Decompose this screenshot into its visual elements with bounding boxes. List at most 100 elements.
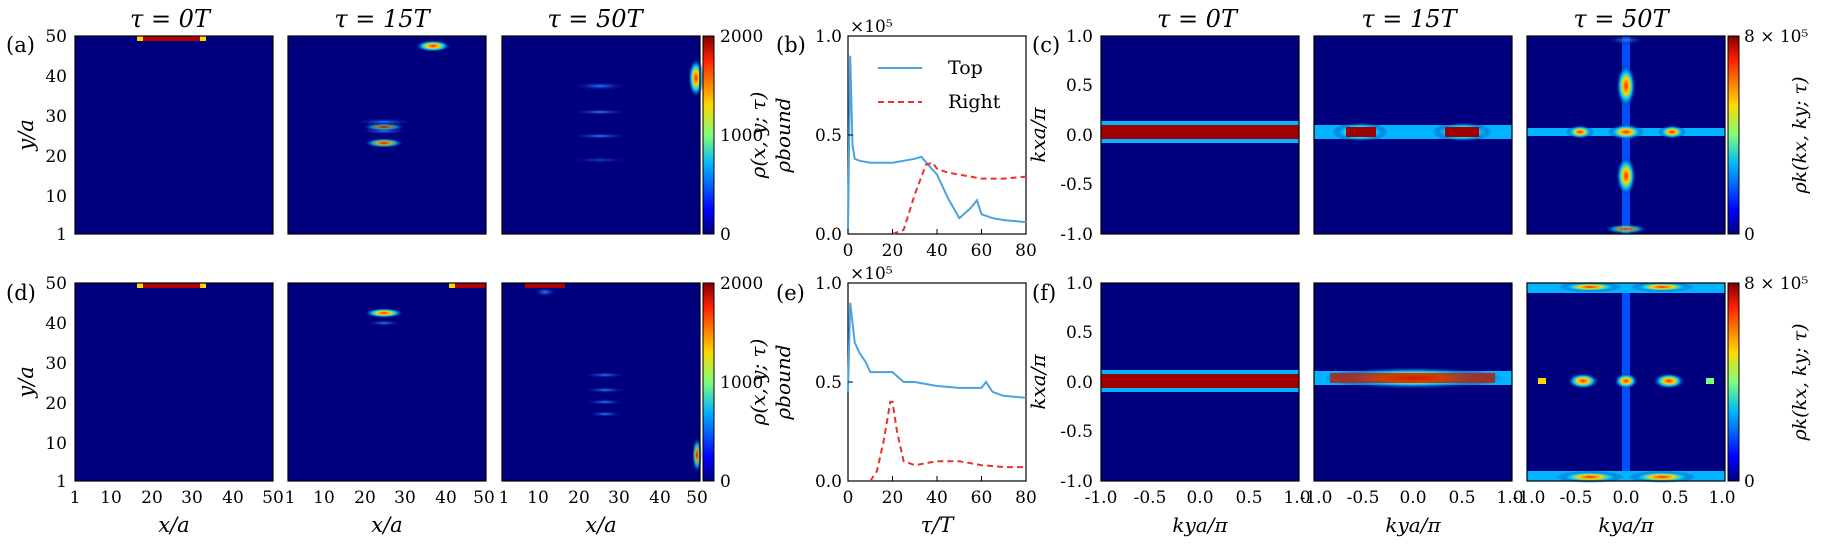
k-x-tick: 1.0	[1283, 488, 1310, 508]
k-space-axes	[1100, 35, 1726, 482]
k-x-tick: -0.5	[1134, 488, 1167, 508]
real-y-tick: 20	[45, 394, 67, 414]
legend-label-right: Right	[948, 91, 1001, 113]
real-y-label-row2: y/a	[14, 366, 38, 398]
real-y-tick: 40	[45, 314, 67, 334]
colorbar-tick: 8 × 10⁵	[1744, 27, 1808, 47]
real-y-tick: 1	[56, 472, 67, 492]
heatmap-d-t15	[288, 283, 486, 481]
real-y-ticks-row2: 50 40 30 20 10 1	[45, 274, 67, 492]
colorbar-tick: 0	[1744, 472, 1755, 492]
real-x-tick: 50	[686, 488, 708, 508]
k-x-tick: 0.5	[1448, 488, 1475, 508]
column-title-1: τ = 15T	[334, 5, 431, 33]
k-x-label: kya/π	[1172, 513, 1228, 537]
k-x-tick: 0.5	[1661, 488, 1688, 508]
real-x-tick: 40	[222, 488, 244, 508]
k-x-tick: -1.0	[1085, 488, 1118, 508]
real-y-tick: 50	[45, 274, 67, 294]
k-x-tick: 0.0	[1612, 488, 1639, 508]
k-x-label: kya/π	[1598, 513, 1654, 537]
x-tick-label: 0	[843, 488, 854, 508]
real-y-label-row1: y/a	[14, 119, 38, 151]
kmap-f-t0	[1101, 283, 1299, 481]
real-y-tick: 30	[45, 107, 67, 127]
real-x-tick: 10	[527, 488, 549, 508]
x-tick-label: 0	[843, 241, 854, 261]
real-x-tick: 40	[649, 488, 671, 508]
legend-label-top: Top	[948, 57, 983, 79]
y-tick-label: 0.5	[815, 126, 842, 146]
real-y-tick: 50	[45, 27, 67, 47]
k-x-tick: -1.0	[1513, 488, 1546, 508]
real-y-tick: 40	[45, 67, 67, 87]
colorbar-k-row2: 8 × 10⁵ 0 ρk(kx, ky; τ)	[1727, 274, 1811, 492]
real-x-tick: 50	[262, 488, 284, 508]
heatmap-a-t50	[502, 36, 704, 234]
k-y-tick: 0.0	[1066, 373, 1093, 393]
series-line-right	[869, 400, 1026, 482]
x-tick-label: 60	[971, 488, 993, 508]
real-x-tick: 30	[181, 488, 203, 508]
column-title-0: τ = 0T	[130, 5, 212, 33]
heatmap-a-t0	[75, 36, 273, 234]
k-y-tick: -1.0	[1060, 472, 1093, 492]
real-y-tick: 30	[45, 354, 67, 374]
k-x-tick: 0.0	[1399, 488, 1426, 508]
k-y-tick: 1.0	[1066, 27, 1093, 47]
panel-label-e: (e)	[776, 281, 805, 305]
real-x-label: x/a	[585, 513, 616, 537]
x-tick-label: 40	[926, 488, 948, 508]
real-x-tick: 20	[354, 488, 376, 508]
column-title-4: τ = 15T	[1361, 5, 1458, 33]
colorbar-real-row1: 2000 1000 0 ρ(x, y; τ)	[702, 27, 770, 245]
colorbar-tick: 2000	[720, 274, 763, 294]
plot-frame	[847, 35, 1027, 235]
colorbar-tick: 0	[1744, 225, 1755, 245]
y-multiplier: ×10⁵	[850, 264, 893, 284]
panel-label-d: (d)	[6, 281, 36, 305]
k-x-tick: -1.0	[1300, 488, 1333, 508]
k-x-label: kya/π	[1385, 513, 1441, 537]
plot-frame	[847, 282, 1027, 482]
x-axis-label: τ/T	[921, 513, 956, 537]
k-y-tick: -1.0	[1060, 225, 1093, 245]
x-tick-label: 20	[882, 488, 904, 508]
colorbar-label: ρ(x, y; τ)	[746, 339, 770, 427]
x-tick-label: 40	[926, 241, 948, 261]
series-line-top	[847, 55, 1027, 231]
colorbar-k-row1: 8 × 10⁵ 0 ρk(kx, ky; τ)	[1727, 27, 1811, 245]
colorbar-tick: 0	[720, 225, 731, 245]
k-x-tick: 1.0	[1496, 488, 1523, 508]
heatmap-d-t50	[502, 283, 702, 481]
real-y-ticks-row1: 50 40 30 20 10 1	[45, 27, 67, 245]
panel-label-c: (c)	[1032, 33, 1060, 57]
real-x-tick: 20	[568, 488, 590, 508]
k-y-tick: -0.5	[1060, 175, 1093, 195]
colorbar-real-row2: 2000 1000 0 ρ(x, y; τ)	[702, 274, 770, 492]
panel-label-a: (a)	[6, 33, 35, 57]
y-axis-label: ρbound	[771, 97, 795, 173]
real-space-axes	[74, 35, 701, 482]
x-tick-label: 60	[971, 241, 993, 261]
series-line-top	[847, 302, 1027, 399]
real-x-tick: 1	[499, 488, 510, 508]
x-tick-label: 80	[1015, 241, 1037, 261]
k-x-tick: -0.5	[1560, 488, 1593, 508]
k-x-tick: 1.0	[1708, 488, 1735, 508]
x-tick-label: 20	[882, 241, 904, 261]
k-y-tick: 1.0	[1066, 274, 1093, 294]
y-tick-label: 0.0	[815, 472, 842, 492]
real-x-tick: 40	[435, 488, 457, 508]
heatmap-a-t15	[288, 36, 486, 234]
column-title-5: τ = 50T	[1573, 5, 1670, 33]
colorbar-label: ρk(kx, ky; τ)	[1789, 76, 1811, 194]
colorbar-label: ρk(kx, ky; τ)	[1789, 323, 1811, 441]
k-x-ticks: -1.0 -0.5 0.0 0.5 1.0 -1.0 -0.5 0.0 0.5 …	[1085, 488, 1736, 508]
kmap-c-t15	[1314, 36, 1512, 234]
real-x-label: x/a	[371, 513, 402, 537]
real-x-tick: 30	[394, 488, 416, 508]
k-y-tick: 0.5	[1066, 76, 1093, 96]
heatmap-d-t0	[75, 283, 273, 481]
